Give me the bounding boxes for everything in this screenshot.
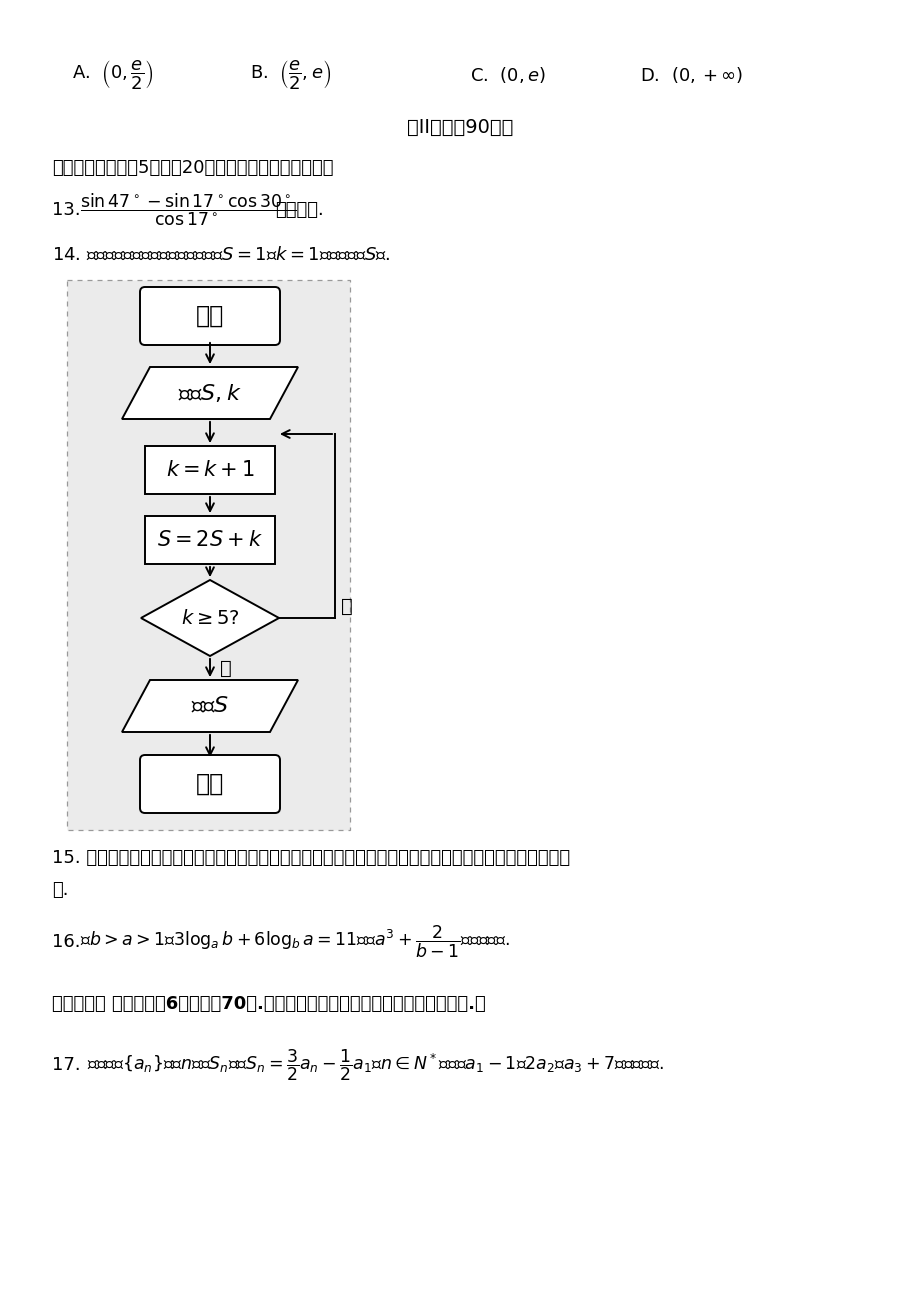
Text: 的値等于.: 的値等于. (275, 201, 323, 219)
Text: 13.: 13. (52, 201, 81, 219)
Text: 输入$S,k$: 输入$S,k$ (178, 381, 242, 404)
FancyBboxPatch shape (140, 286, 279, 345)
Text: 16.: 16. (52, 934, 86, 950)
Text: 是: 是 (220, 659, 232, 677)
Text: 开始: 开始 (196, 303, 224, 328)
Text: $S=2S+k$: $S=2S+k$ (157, 530, 263, 549)
Text: C.  $(0,e)$: C. $(0,e)$ (470, 65, 545, 85)
Text: 为.: 为. (52, 881, 68, 898)
Polygon shape (122, 680, 298, 732)
Text: D.  $(0,+\infty)$: D. $(0,+\infty)$ (640, 65, 743, 85)
Text: 二、填空题（每题5分，满20分，将答案填在答题纸上）: 二、填空题（每题5分，满20分，将答案填在答题纸上） (52, 159, 334, 177)
Text: 第II卷（共90分）: 第II卷（共90分） (406, 117, 513, 137)
Text: 已知数列$\{a_n\}$的前$n$项和$S_n$满足$S_n=\dfrac{3}{2}a_n-\dfrac{1}{2}a_1$（$n\in N^*$），且$a: 已知数列$\{a_n\}$的前$n$项和$S_n$满足$S_n=\dfrac{3… (87, 1047, 663, 1083)
Text: 结束: 结束 (196, 772, 224, 796)
Text: $k\geq5$?: $k\geq5$? (180, 608, 239, 628)
Text: 若$b>a>1$且$3\log_a b+6\log_b a=11$，则$a^3+\dfrac{2}{b-1}$的最小值为.: 若$b>a>1$且$3\log_a b+6\log_b a=11$，则$a^3+… (80, 924, 509, 960)
Text: B.  $\left(\dfrac{e}{2},e\right)$: B. $\left(\dfrac{e}{2},e\right)$ (250, 59, 331, 91)
Text: 三、解答题 （本大题兲6小题，共70分.解答应写出文字说明、证明过程或演算步骤.）: 三、解答题 （本大题兲6小题，共70分.解答应写出文字说明、证明过程或演算步骤.… (52, 995, 485, 1013)
Polygon shape (141, 579, 278, 656)
Text: $k=k+1$: $k=k+1$ (165, 460, 255, 480)
Text: 14. 执行如图所示的程序框图，若输入$S=1$，$k=1$，则输出的$S$为.: 14. 执行如图所示的程序框图，若输入$S=1$，$k=1$，则输出的$S$为. (52, 246, 390, 264)
Text: $\dfrac{\sin 47^\circ - \sin 17^\circ \cos 30^\circ}{\cos 17^\circ}$: $\dfrac{\sin 47^\circ - \sin 17^\circ \c… (80, 191, 296, 228)
Text: 输出$S$: 输出$S$ (191, 697, 229, 716)
Text: A.  $\left(0,\dfrac{e}{2}\right)$: A. $\left(0,\dfrac{e}{2}\right)$ (72, 59, 153, 91)
Text: 15. 若一圆锥的体积与一球的体积相等，且圆锥底面半径与球的半径相等，则圆锥侧面积与球的表面积之比: 15. 若一圆锥的体积与一球的体积相等，且圆锥底面半径与球的半径相等，则圆锥侧面… (52, 849, 570, 867)
Bar (145, 447, 275, 493)
Text: 否: 否 (341, 596, 352, 616)
FancyBboxPatch shape (140, 755, 279, 812)
Text: 17.: 17. (52, 1056, 92, 1074)
Polygon shape (122, 367, 298, 419)
Bar (67, 280, 349, 829)
Bar (145, 516, 275, 564)
